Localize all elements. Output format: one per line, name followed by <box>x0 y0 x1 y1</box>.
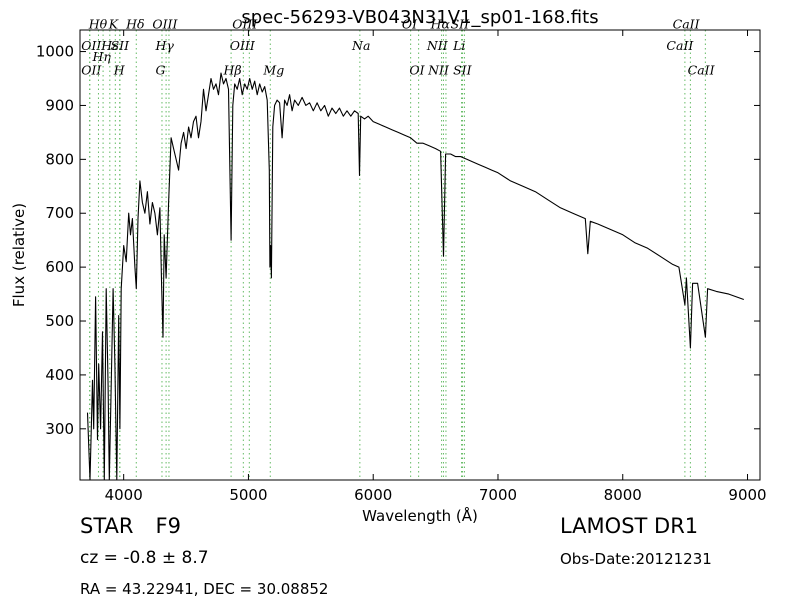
y-tick-label-1: 400 <box>45 366 74 384</box>
obs-date: Obs-Date:20121231 <box>560 550 712 568</box>
spectral-line-label-27: CaII <box>688 62 716 77</box>
spectral-line-label-6: SII <box>111 38 131 53</box>
spectral-line-label-10: Hγ <box>154 38 174 53</box>
y-tick-label-5: 800 <box>45 150 74 168</box>
object-class: STAR <box>80 514 134 538</box>
spectral-line-label-0: OII <box>81 38 102 53</box>
spectral-line-label-3: Hη <box>91 49 111 64</box>
series-layer <box>86 72 744 481</box>
spectral-line-label-20: SII <box>451 17 471 32</box>
spectral-line-label-25: CaII <box>673 17 701 32</box>
spectral-line-label-7: H <box>113 62 126 77</box>
spectral-line-label-11: G <box>155 62 165 77</box>
y-axis-label: Flux (relative) <box>10 203 28 307</box>
spectral-line-label-18: OI <box>409 62 425 77</box>
spectral-line-label-14: Hβ <box>222 62 241 77</box>
x-tick-label-3: 7000 <box>479 486 517 504</box>
axis-ticks: 4000 5000 6000 7000 8000 9000 300 400 500 600 700 8… <box>36 30 767 504</box>
spectral-line-label-9: OIII <box>152 17 178 32</box>
plot-frame <box>79 29 761 481</box>
spectral-line-label-12: OIII <box>232 17 258 32</box>
spectrum-series-0 <box>86 72 744 481</box>
spectral-line-label-1: OII <box>81 62 102 77</box>
spectral-line-label-4: Hε <box>100 38 119 53</box>
spectral-line-label-8: Hδ <box>125 17 144 32</box>
redshift-value: cz = -0.8 ± 8.7 <box>80 548 209 568</box>
spectral-line-label-24: SII <box>453 62 473 77</box>
spectral-line-label-2: Hθ <box>88 17 108 32</box>
y-tick-label-4: 700 <box>45 204 74 222</box>
x-tick-label-4: 8000 <box>604 486 642 504</box>
x-tick-label-5: 9000 <box>728 486 766 504</box>
spectral-line-label-16: Na <box>351 38 370 53</box>
spectral-line-label-17: OI <box>402 17 418 32</box>
spectral-line-label-21: NII <box>426 38 449 53</box>
coordinates: RA = 43.22941, DEC = 30.08852 <box>80 580 329 598</box>
object-class-row: STAR F9 <box>80 514 181 538</box>
x-tick-label-2: 6000 <box>354 486 392 504</box>
survey-name: LAMOST DR1 <box>560 514 699 538</box>
y-tick-label-3: 600 <box>45 258 74 276</box>
y-tick-label-2: 500 <box>45 312 74 330</box>
y-tick-label-7: 1000 <box>36 43 74 61</box>
spectral-line-label-23: NII <box>427 62 450 77</box>
y-tick-label-6: 900 <box>45 96 74 114</box>
spectral-line-label-5: K <box>108 17 119 32</box>
spectral-line-label-15: Mg <box>262 62 284 77</box>
y-tick-label-0: 300 <box>45 420 74 438</box>
spectral-line-label-13: OIII <box>230 38 256 53</box>
x-axis-label: Wavelength (Å) <box>362 506 478 525</box>
chart-title: spec-56293-VB043N31V1_sp01-168.fits <box>241 7 598 28</box>
x-tick-label-0: 4000 <box>105 486 143 504</box>
object-subclass: F9 <box>155 514 181 538</box>
spectral-line-label-22: Li <box>452 38 465 53</box>
spectral-line-label-19: Hα <box>430 17 451 32</box>
x-tick-label-1: 5000 <box>229 486 267 504</box>
spectral-line-label-26: CaII <box>666 38 694 53</box>
